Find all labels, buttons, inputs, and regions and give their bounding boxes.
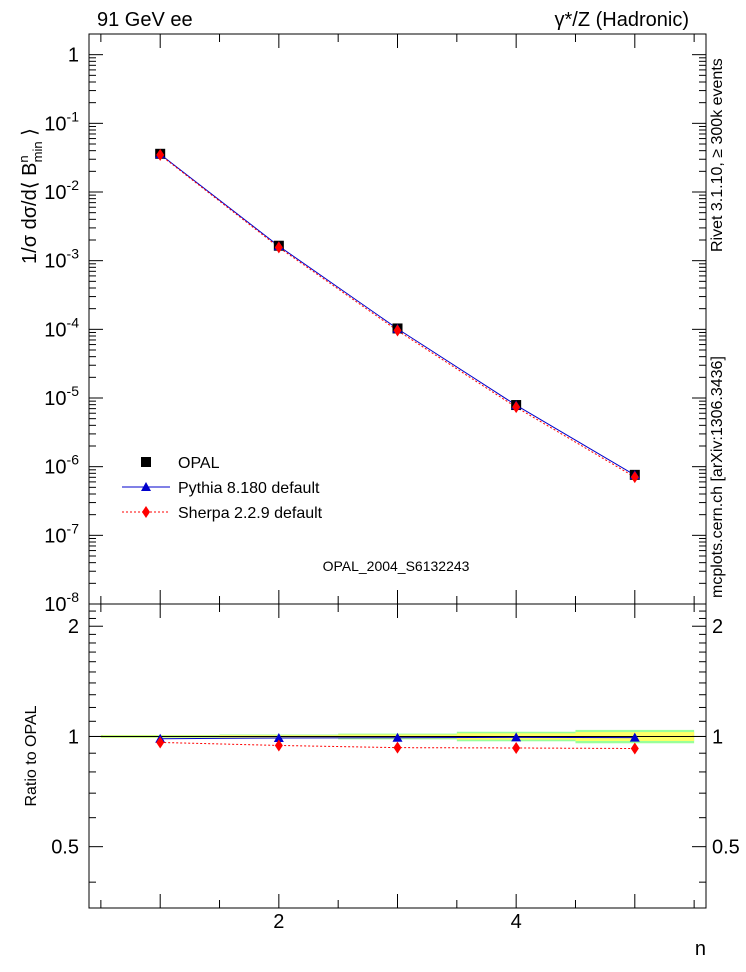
main-y-tick-label: 10-1: [44, 108, 79, 135]
legend-marker-square: [141, 457, 151, 467]
x-tick-label: 2: [273, 911, 284, 933]
ratio-point-triangle: [511, 732, 522, 742]
ratio-y-tick-label-right: 0.5: [712, 837, 740, 859]
main-y-axis-label: 1/σ dσ/d⟨ Bnmin ⟩: [16, 128, 45, 264]
legend-label: Sherpa 2.2.9 default: [178, 505, 323, 522]
main-point-diamond: [630, 471, 639, 484]
ratio-point-diamond: [274, 739, 283, 752]
ratio-y-tick-label-right: 2: [712, 616, 723, 638]
ratio-point-triangle: [392, 732, 403, 742]
legend-label: Pythia 8.180 default: [178, 480, 320, 497]
ratio-y-axis-label: Ratio to OPAL: [23, 705, 40, 806]
ratio-y-tick-label-right: 1: [712, 726, 723, 748]
main-point-diamond: [156, 148, 165, 161]
legend: OPAL Pythia 8.180 default Sherpa 2.2.9 def…: [122, 455, 323, 522]
ratio-point-diamond: [630, 742, 639, 755]
main-y-tick-label: 10-5: [44, 383, 79, 410]
ratio-y-tick-label: 0.5: [51, 837, 79, 859]
main-series-line: [159, 153, 636, 476]
main-y-tick-label: 10-7: [44, 520, 79, 547]
main-y-ticks: [89, 33, 706, 605]
main-point-diamond: [274, 241, 283, 254]
ratio-point-diamond: [156, 736, 165, 749]
ratio-y-tick-label: 2: [68, 616, 79, 638]
main-panel: 1 10-1 10-2 10-3 10-4 10-5 10-6 10-7 10-8 1/σ dσ…: [16, 33, 707, 616]
process-label: γ*/Z (Hadronic): [555, 9, 689, 31]
ratio-point-diamond: [512, 741, 521, 754]
legend-marker-diamond: [142, 506, 150, 518]
ratio-y-ticks: 0.5 0.5 1 1 2 2: [51, 610, 740, 883]
main-series: [155, 148, 640, 484]
main-y-tick-label: 10-6: [44, 452, 79, 479]
main-point-diamond: [512, 401, 521, 414]
main-y-tick-label: 10-3: [44, 246, 79, 273]
watermark: OPAL_2004_S6132243: [323, 558, 470, 574]
main-series-line: [159, 154, 636, 478]
main-y-tick-label: 10-8: [44, 589, 79, 616]
ratio-point-triangle: [629, 732, 640, 742]
ratio-frame: [88, 603, 707, 909]
ratio-y-tick-label: 1: [68, 726, 79, 748]
main-y-tick-labels: 1 10-1 10-2 10-3 10-4 10-5 10-6 10-7 10-8: [44, 45, 79, 616]
x-tick-label: 4: [511, 911, 522, 933]
ratio-series: [155, 732, 640, 755]
mcplots-label: mcplots.cern.ch [arXiv:1306.3436]: [709, 356, 726, 598]
x-axis-label: n: [695, 938, 706, 960]
main-y-tick-label: 10-4: [44, 314, 79, 341]
main-y-tick-label: 10-2: [44, 177, 79, 204]
ratio-point-diamond: [393, 741, 402, 754]
rivet-label: Rivet 3.1.10, ≥ 300k events: [709, 58, 726, 252]
main-point-diamond: [393, 324, 402, 337]
legend-marker-triangle: [141, 482, 151, 491]
energy-label: 91 GeV ee: [97, 9, 193, 31]
ratio-point-triangle: [273, 733, 284, 743]
main-x-ticks: [100, 34, 695, 604]
legend-label: OPAL: [178, 455, 220, 472]
main-y-tick-label: 1: [68, 45, 79, 67]
